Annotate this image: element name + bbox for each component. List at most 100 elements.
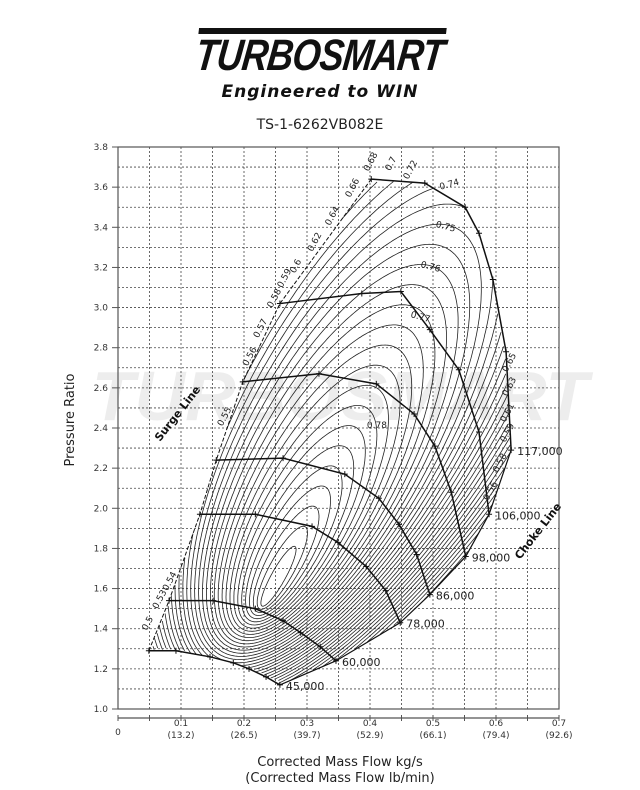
y-tick-label: 1.8 [94, 544, 109, 554]
efficiency-label: 0.74 [439, 178, 461, 193]
efficiency-contour [154, 437, 511, 684]
logo-tagline: Engineered to WIN [221, 82, 419, 102]
efficiency-label: 0.76 [419, 260, 441, 275]
speed-line-marker [252, 605, 259, 612]
efficiency-label: 0.66 [344, 177, 362, 200]
y-tick-label: 1.6 [94, 585, 109, 595]
y-tick-label: 3.0 [94, 304, 109, 314]
efficiency-contour [379, 515, 489, 635]
y-tick-label: 2.2 [94, 464, 108, 474]
speed-line-marker [334, 539, 341, 546]
x-tick-sublabel: (52.9) [356, 731, 383, 741]
efficiency-contour [210, 284, 447, 648]
efficiency-contour [198, 223, 482, 657]
speed-line-marker [397, 619, 404, 626]
efficiency-label: 0.6 [289, 258, 305, 276]
efficiency-label: 0.64 [324, 205, 342, 228]
y-axis-label: Pressure Ratio [63, 373, 78, 466]
speed-line-marker [462, 553, 469, 560]
efficiency-contour [194, 203, 494, 660]
speed-line-label: 98,000 [472, 551, 511, 564]
speed-lines: 45,000 60,000 78,000 86,000 98,000 106,000 117… [145, 176, 563, 693]
x-tick-label: 0.3 [300, 719, 314, 729]
efficiency-contour [366, 504, 493, 643]
speed-line-marker [363, 563, 370, 570]
x-tick-label: 0.4 [363, 719, 378, 729]
efficiency-contour [221, 344, 413, 638]
speed-line-marker [206, 653, 213, 660]
y-tick-label: 3.8 [94, 143, 109, 153]
efficiency-label: 0.78 [367, 421, 387, 431]
efficiency-contour [237, 425, 366, 626]
x-tick-sublabel: (26.5) [230, 731, 257, 741]
efficiency-label: 0.62 [306, 231, 324, 253]
speed-line-marker [145, 647, 152, 654]
efficiency-contour [206, 264, 459, 651]
speed-line-marker [276, 681, 283, 688]
efficiency-contour [162, 412, 510, 679]
speed-line-marker [358, 290, 365, 297]
speed-line-marker [172, 647, 179, 654]
x-axis-label: Corrected Mass Flow kg/s [257, 755, 423, 770]
efficiency-contour [333, 484, 499, 663]
x-axis-label-imperial: (Corrected Mass Flow lb/min) [245, 771, 434, 786]
efficiency-contour [233, 405, 378, 629]
speed-line-marker [213, 457, 220, 464]
efficiency-contour [217, 324, 424, 642]
efficiency-contour [229, 384, 389, 632]
efficiency-contour [178, 181, 506, 670]
speed-line-marker [309, 523, 316, 530]
speed-line-marker [455, 366, 462, 373]
efficiency-contour [241, 445, 355, 623]
efficiency-contour [158, 423, 509, 680]
speed-line-marker [297, 629, 304, 636]
efficiency-contour [260, 545, 297, 607]
axes: 1.0 1.2 1.4 1.6 1.8 2.0 2.2 2.4 2.6 2.8 3.0 3.2 3.4 3… [94, 143, 573, 741]
speed-line-marker [280, 617, 287, 624]
speed-line-marker [426, 326, 433, 333]
speed-line-marker [426, 591, 433, 598]
speed-line-marker [276, 300, 283, 307]
y-tick-label: 2.6 [94, 384, 109, 394]
y-tick-label: 1.2 [94, 665, 108, 675]
y-tick-label: 3.6 [94, 183, 109, 193]
efficiency-label: 0.58 [266, 287, 284, 310]
x-tick-sublabel: (66.1) [419, 731, 446, 741]
speed-line-marker [375, 495, 382, 502]
efficiency-contour [252, 505, 320, 613]
efficiency-contour [156, 430, 510, 681]
speed-line-marker [486, 511, 493, 518]
efficiency-label: 0.54 [161, 570, 179, 593]
speed-line-marker [475, 429, 482, 436]
x-tick-label: 0.6 [489, 719, 504, 729]
y-tick-label: 1.0 [94, 705, 109, 715]
speed-line-marker [210, 597, 217, 604]
y-tick-label: 1.4 [94, 625, 109, 635]
speed-line-marker [315, 370, 322, 377]
speed-line-marker [166, 597, 173, 604]
efficiency-contour [167, 393, 509, 676]
y-tick-label: 2.0 [94, 504, 109, 514]
x-tick-label: 0 [115, 728, 121, 738]
speed-line-label: 106,000 [495, 509, 541, 522]
efficiency-contour [186, 182, 502, 667]
speed-line-marker [421, 180, 428, 187]
speed-line-marker [332, 657, 339, 664]
speed-line-marker [341, 471, 348, 478]
speed-line-marker [462, 204, 469, 211]
efficiency-contour [164, 408, 507, 677]
efficiency-contour [225, 364, 401, 635]
speed-line-label: 78,000 [406, 618, 445, 631]
y-tick-label: 3.4 [94, 223, 109, 233]
speed-line-marker [475, 230, 482, 237]
speed-line-marker [373, 380, 380, 387]
efficiency-contour [322, 468, 505, 667]
x-tick-sublabel: (39.7) [293, 731, 320, 741]
efficiency-label: 0.68 [362, 151, 380, 174]
speed-line-marker [252, 511, 259, 518]
speed-line-marker [230, 659, 237, 666]
efficiency-contour [213, 304, 436, 645]
speed-line-marker [413, 551, 420, 558]
speed-line-marker [368, 176, 375, 183]
